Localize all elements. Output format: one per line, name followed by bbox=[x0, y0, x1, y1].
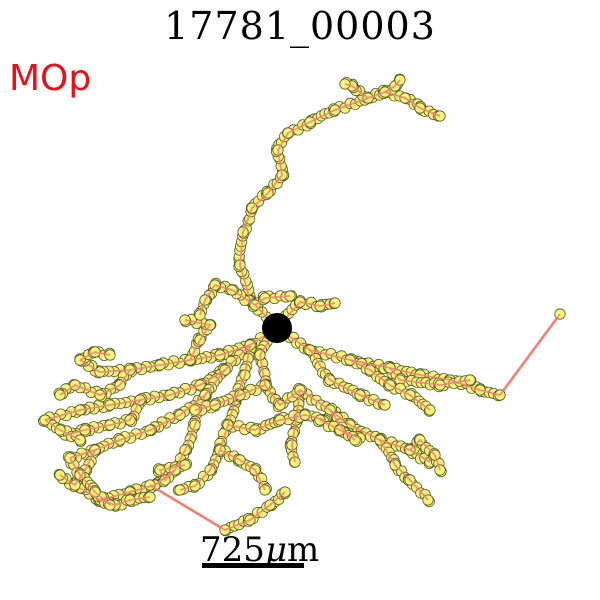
branch-overlay bbox=[214, 284, 278, 329]
branch-overlay bbox=[199, 284, 216, 316]
branch-overlay bbox=[349, 359, 431, 411]
branch-overlay bbox=[79, 394, 206, 501]
branch-overlay bbox=[79, 327, 278, 373]
branch-overlay bbox=[291, 389, 301, 463]
neurite-nodes bbox=[37, 73, 566, 537]
brain-region-label: MOp bbox=[9, 58, 92, 99]
branch-overlay bbox=[309, 349, 386, 406]
scale-bar-unit-symbol: μ bbox=[264, 530, 288, 570]
branch-overlay bbox=[79, 351, 111, 361]
branch-overlay bbox=[44, 419, 81, 441]
branch-overlay bbox=[219, 449, 266, 491]
branch-overlay bbox=[194, 384, 266, 411]
figure-title: 17781_00003 bbox=[164, 4, 436, 48]
branch-overlay bbox=[254, 295, 291, 306]
branch-overlay bbox=[299, 389, 431, 463]
branch-overlay bbox=[344, 83, 369, 99]
soma bbox=[262, 313, 292, 343]
branch-overlay bbox=[409, 438, 441, 471]
scale-bar bbox=[202, 563, 304, 568]
branch-overlay bbox=[319, 419, 356, 441]
branch-overlay bbox=[389, 367, 471, 386]
branch-overlay bbox=[59, 449, 96, 487]
branch-overlay bbox=[227, 414, 326, 431]
branch-overlay bbox=[59, 369, 131, 396]
branch-overlay bbox=[64, 399, 141, 436]
branch-overlay bbox=[329, 409, 361, 439]
branch-overlay bbox=[179, 344, 251, 491]
branch-overlay bbox=[384, 79, 401, 93]
branch-overlay bbox=[276, 301, 336, 329]
branch-overlay bbox=[379, 439, 429, 501]
branch-overlay bbox=[184, 319, 212, 361]
branch-overlay bbox=[69, 457, 111, 506]
branch-overlay bbox=[239, 91, 441, 301]
branch-overlay bbox=[44, 344, 251, 421]
branch-overlay bbox=[149, 484, 286, 532]
branch-overlay bbox=[158, 464, 186, 482]
branch-overlay bbox=[499, 313, 561, 396]
branch-overlay bbox=[276, 327, 501, 396]
